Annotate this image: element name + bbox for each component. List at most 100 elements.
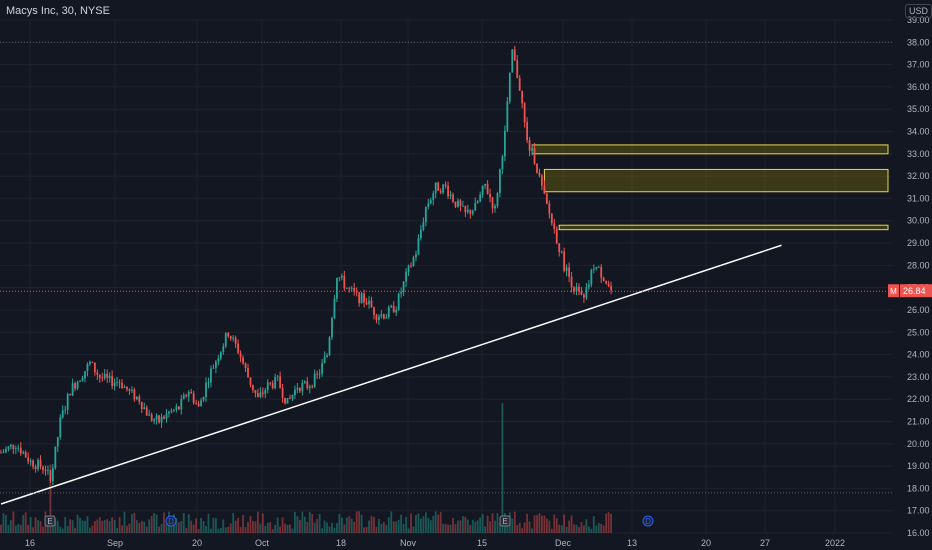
y-tick-label: 17.00 — [907, 506, 930, 516]
volume-bar — [373, 516, 375, 533]
candle-body — [303, 381, 306, 383]
volume-bar — [81, 520, 84, 533]
volume-bar — [587, 526, 590, 533]
candle-body — [553, 223, 556, 229]
volume-bar — [452, 517, 454, 533]
volume-bar — [318, 513, 321, 533]
candle-body — [358, 292, 361, 304]
volume-bar — [429, 520, 432, 533]
candle-body — [407, 265, 410, 272]
trendline-line — [0, 244, 782, 505]
candle-body — [610, 286, 612, 291]
volume-bar — [496, 513, 499, 533]
volume-bar — [306, 522, 309, 533]
volume-bar — [185, 528, 188, 533]
volume-bar — [491, 513, 494, 533]
x-tick-label: Sep — [107, 538, 123, 548]
candle-body — [449, 194, 452, 197]
resistance-zone — [558, 224, 889, 231]
candle-body — [61, 410, 64, 418]
volume-bar — [98, 517, 101, 533]
candle-body — [331, 318, 333, 338]
ticker-label: M — [890, 287, 897, 296]
volume-bar — [153, 513, 156, 533]
volume-bar — [5, 514, 7, 533]
candle-body — [9, 444, 12, 447]
y-tick-label: 16.00 — [907, 528, 930, 538]
candle-body — [434, 182, 437, 194]
candle-body — [160, 416, 163, 423]
earnings-badge — [499, 515, 511, 527]
volume-bar — [407, 528, 410, 533]
volume-bar — [333, 527, 336, 533]
candle-body — [402, 281, 405, 292]
candle-body — [489, 193, 491, 198]
candle-body — [412, 257, 415, 266]
volume-bar — [79, 517, 81, 533]
y-tick-label: 23.00 — [907, 372, 930, 382]
volume-bar — [385, 524, 388, 533]
resistance-zone — [531, 144, 889, 155]
candle-body — [247, 368, 249, 378]
price-candles — [0, 45, 612, 486]
candle-body — [447, 185, 449, 197]
volume-bar — [595, 525, 598, 533]
volume-bar — [316, 518, 319, 533]
candle-body — [22, 452, 25, 454]
candle-body — [140, 401, 143, 409]
candle-body — [400, 291, 403, 294]
volume-bar — [348, 516, 351, 533]
volume-bar — [289, 524, 291, 533]
candle-body — [279, 376, 282, 389]
candle-body — [256, 393, 259, 397]
volume-bar — [138, 523, 141, 533]
candle-body — [12, 444, 15, 449]
price-axis: 16.00 17.00 18.00 19.00 20.00 21.00 22.00 23.00… — [907, 15, 930, 538]
candle-body — [568, 267, 570, 277]
candle-body — [108, 375, 111, 378]
candle-body — [234, 337, 237, 344]
volume-bar — [400, 514, 403, 533]
volume-bar — [32, 527, 35, 533]
volume-bar — [74, 527, 76, 533]
candle-body — [340, 275, 343, 278]
candle-body — [353, 287, 356, 292]
currency-button[interactable]: USD — [905, 4, 932, 18]
volume-bar — [437, 514, 440, 533]
volume-bar — [471, 519, 474, 533]
candle-body — [51, 467, 54, 482]
volume-bar — [56, 520, 59, 533]
earnings-icon[interactable]: E — [44, 515, 56, 527]
candle-body — [274, 377, 277, 389]
marker-letter: D — [645, 517, 651, 526]
chart-title: Macys Inc, 30, NYSE — [6, 5, 110, 17]
volume-bar — [461, 516, 464, 533]
candle-body — [513, 49, 516, 61]
earnings-icon[interactable]: E — [499, 515, 511, 527]
candle-body — [197, 403, 200, 407]
candle-body — [47, 470, 49, 472]
candle-body — [291, 395, 294, 399]
x-tick-label: Nov — [400, 538, 417, 548]
candle-body — [222, 346, 225, 352]
dividend-icon[interactable]: D — [165, 515, 177, 527]
dividend-icon[interactable]: D — [642, 515, 654, 527]
candle-body — [123, 386, 126, 388]
candle-body — [106, 373, 109, 378]
volume-bar — [340, 517, 343, 533]
candle-body — [466, 209, 469, 213]
x-tick-label: 27 — [760, 538, 770, 548]
volume-bar — [583, 525, 585, 533]
candle-body — [516, 60, 519, 78]
candle-body — [207, 382, 210, 384]
candle-body — [298, 387, 301, 392]
candle-body — [200, 400, 202, 407]
candle-body — [229, 336, 232, 339]
time-axis: 16 Sep 20 Oct 18 Nov 15 Dec 13 20 27 2022 — [25, 538, 845, 548]
volume-bar — [39, 521, 42, 533]
volume-bar — [565, 527, 568, 533]
candle-body — [387, 307, 390, 317]
candle-body — [0, 452, 2, 454]
chart-grid — [0, 19, 893, 534]
